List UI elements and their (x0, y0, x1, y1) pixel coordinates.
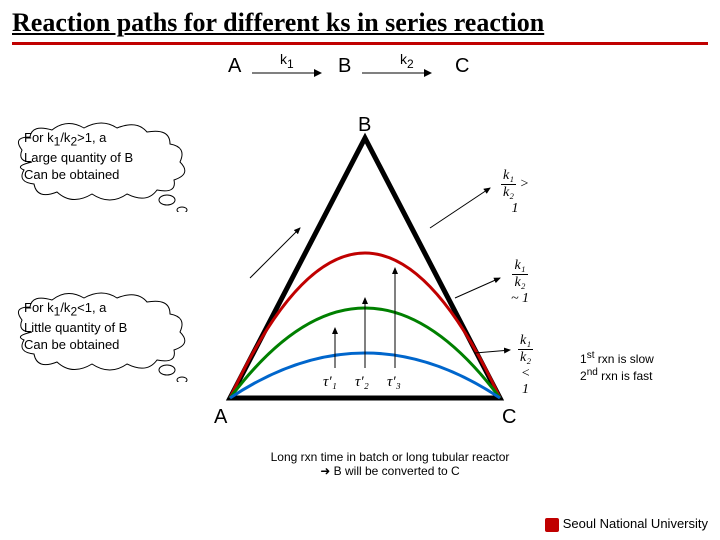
side-line2: 2nd rxn is fast (580, 367, 654, 384)
sn2b: nd (587, 367, 598, 378)
callout1-line2: Large quantity of B (24, 150, 174, 167)
sn1a: 1 (580, 352, 587, 366)
bottom-line2: ➜ B will be converted to C (210, 464, 570, 478)
r2-num: k₁ (512, 258, 527, 275)
callout2-line2: Little quantity of B (24, 320, 174, 337)
r2-den: k₂ (512, 275, 527, 291)
callout1-line1: For k1/k2>1, a (24, 130, 174, 150)
rate-k2: k2 (400, 51, 414, 71)
arrow-2 (362, 69, 432, 77)
c1-l1c: >1, a (77, 130, 106, 145)
callout2-line3: Can be obtained (24, 337, 174, 354)
side-line1: 1st rxn is slow (580, 350, 654, 367)
annotation-arrow (455, 278, 500, 298)
c2-l1c: <1, a (77, 300, 106, 315)
r3-num: k₁ (518, 333, 533, 350)
sn1c: rxn is slow (594, 352, 653, 366)
ratio-gt1: k₁k₂ > 1 (500, 168, 530, 217)
callout1-line3: Can be obtained (24, 167, 174, 184)
c1-l1a: For k (24, 130, 54, 145)
vertex-c: C (502, 406, 516, 429)
c1-l1b: /k (60, 130, 70, 145)
composition-triangle: B A C k₁k₂ > 1 k₁k₂ ~ 1 k₁k₂ < 1 τ′₁ τ′₂… (200, 128, 530, 428)
callout-high-ratio: For k1/k2>1, a Large quantity of B Can b… (24, 130, 174, 184)
ratio-lt1: k₁k₂ < 1 (518, 333, 533, 398)
r1-num: k₁ (501, 168, 516, 185)
r1-den: k₂ (501, 185, 516, 201)
reaction-scheme: A k1 B k2 C (0, 55, 720, 85)
snu-logo-icon (545, 518, 559, 532)
vertex-a: A (214, 406, 227, 429)
footer: Seoul National University (545, 516, 708, 532)
side-note: 1st rxn is slow 2nd rxn is fast (580, 350, 654, 384)
bottom-note: Long rxn time in batch or long tubular r… (210, 450, 570, 478)
bottom-line1: Long rxn time in batch or long tubular r… (210, 450, 570, 464)
annotation-arrow (475, 350, 510, 353)
tau3: τ′₃ (387, 374, 401, 391)
r2-rel: ~ 1 (511, 291, 529, 306)
annotation-arrow (250, 228, 300, 278)
sn2c: rxn is fast (598, 369, 653, 383)
k1-text: k (280, 51, 287, 67)
c2-l1a: For k (24, 300, 54, 315)
rate-k1: k1 (280, 51, 294, 71)
c2-l1b: /k (60, 300, 70, 315)
tau2: τ′₂ (355, 374, 369, 391)
callout2-line1: For k1/k2<1, a (24, 300, 174, 320)
ratio-approx1: k₁k₂ ~ 1 (510, 258, 530, 307)
species-b: B (338, 55, 351, 78)
r3-rel: < 1 (521, 366, 530, 397)
k2-text: k (400, 51, 407, 67)
r3-den: k₂ (518, 350, 533, 366)
species-c: C (455, 55, 469, 78)
footer-text: Seoul National University (563, 516, 708, 531)
sn2a: 2 (580, 369, 587, 383)
title-underline (12, 42, 708, 45)
species-a: A (228, 55, 241, 78)
arrow-1 (252, 69, 322, 77)
vertex-b: B (358, 114, 371, 137)
annotation-arrow (430, 188, 490, 228)
callout-low-ratio: For k1/k2<1, a Little quantity of B Can … (24, 300, 174, 354)
page-title: Reaction paths for different ks in serie… (0, 0, 720, 42)
tau1: τ′₁ (323, 374, 337, 391)
